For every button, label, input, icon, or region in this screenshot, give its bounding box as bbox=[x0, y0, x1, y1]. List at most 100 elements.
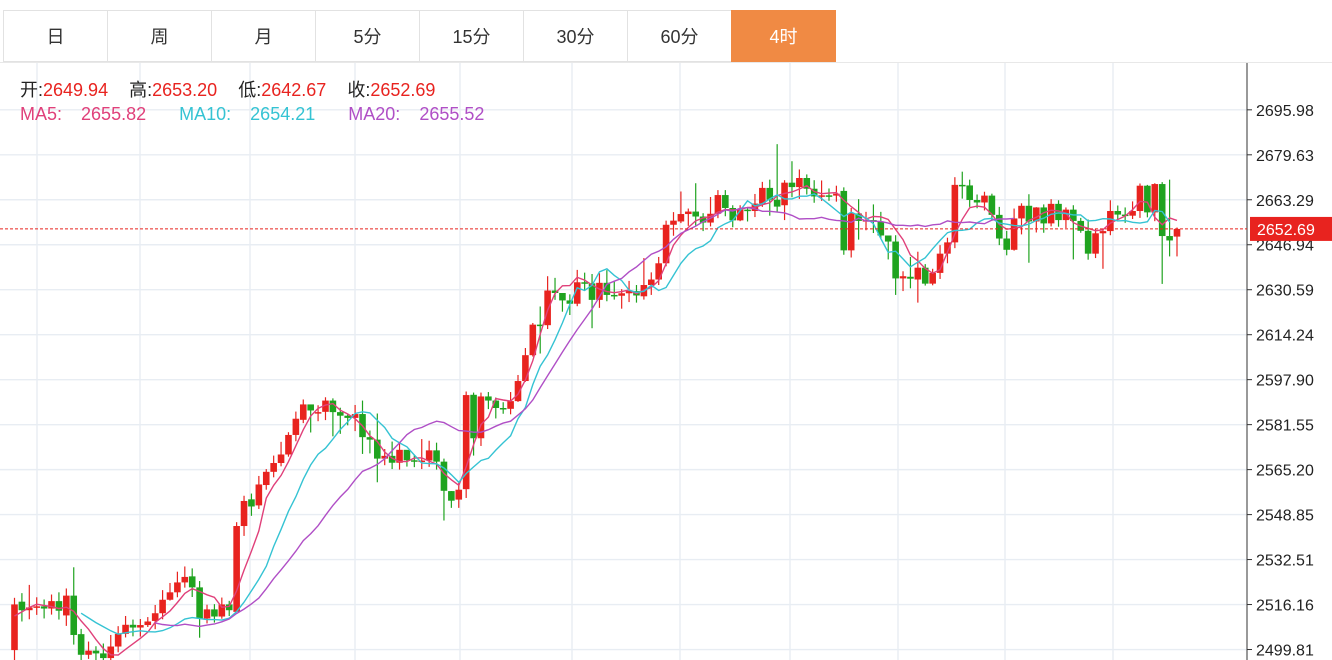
candle-body bbox=[285, 434, 292, 455]
ma20-line bbox=[155, 206, 1015, 628]
y-tick-label: 2630.59 bbox=[1256, 283, 1314, 300]
y-tick-label: 2581.55 bbox=[1256, 418, 1314, 435]
candle-body bbox=[1136, 185, 1144, 212]
candle-body bbox=[966, 185, 973, 201]
candle-body bbox=[818, 195, 825, 197]
candle-body bbox=[33, 606, 41, 608]
candle-body bbox=[1166, 236, 1173, 241]
candle-body bbox=[48, 601, 55, 609]
candle-body bbox=[810, 188, 818, 197]
y-tick-label: 2565.20 bbox=[1256, 463, 1314, 480]
candle-body bbox=[759, 187, 766, 204]
candle-body bbox=[833, 193, 840, 196]
candle-body bbox=[936, 253, 944, 273]
ohlc-readout: 开:2649.94 高:2653.20 低:2642.67 收:2652.69 bbox=[20, 76, 451, 102]
candle-body bbox=[1010, 218, 1018, 250]
y-tick-label: 2499.81 bbox=[1256, 643, 1314, 660]
candle-body bbox=[729, 207, 737, 221]
y-tick-label: 2663.29 bbox=[1256, 193, 1314, 210]
candle-body bbox=[944, 242, 951, 254]
candle-body bbox=[396, 449, 403, 463]
close-value: 2652.69 bbox=[370, 80, 436, 100]
candle-body bbox=[1144, 185, 1151, 213]
candle-body bbox=[921, 267, 929, 284]
ma-readout: MA5: 2655.82 MA10: 2654.21 MA20: 2655.52 bbox=[20, 104, 512, 125]
candle-body bbox=[588, 283, 596, 300]
candle-body bbox=[988, 195, 996, 215]
candle-body bbox=[144, 621, 152, 626]
candle-body bbox=[699, 216, 707, 223]
ma5-label: MA5: bbox=[20, 104, 63, 124]
tab-30min[interactable]: 30分 bbox=[523, 10, 628, 62]
candle-body bbox=[610, 294, 618, 297]
candle-body bbox=[773, 199, 781, 207]
last-price-tag bbox=[1250, 216, 1332, 241]
tab-5min[interactable]: 5分 bbox=[315, 10, 420, 62]
y-tick-label: 2516.16 bbox=[1256, 598, 1314, 615]
candle-body bbox=[803, 177, 811, 189]
candle-body bbox=[722, 195, 729, 208]
tab-4hour[interactable]: 4时 bbox=[731, 10, 836, 62]
candle-body bbox=[1158, 184, 1166, 237]
candle-body bbox=[655, 263, 662, 280]
candle-body bbox=[573, 282, 581, 304]
candle-body bbox=[411, 460, 418, 462]
candlestick-chart[interactable]: 2695.98 2679.63 2663.29 2646.94 2630.59 2614.… bbox=[0, 63, 1332, 660]
candle-body bbox=[433, 450, 440, 462]
candle-body bbox=[788, 182, 796, 188]
candle-body bbox=[1084, 230, 1092, 254]
candle-body bbox=[1129, 211, 1136, 216]
candle-body bbox=[211, 609, 218, 617]
ma10-line bbox=[80, 193, 1171, 635]
candle-body bbox=[203, 609, 211, 619]
candle-body bbox=[70, 595, 78, 635]
candle-body bbox=[425, 450, 433, 461]
tab-month[interactable]: 月 bbox=[211, 10, 316, 62]
candle-body bbox=[692, 211, 700, 217]
candle-body bbox=[248, 499, 255, 507]
candle-body bbox=[1173, 228, 1181, 237]
candle-body bbox=[181, 576, 189, 583]
candle-body bbox=[1151, 184, 1159, 213]
y-tick-label: 2548.85 bbox=[1256, 508, 1314, 525]
candle-body bbox=[766, 187, 774, 200]
candle-body bbox=[159, 599, 166, 614]
candle-body bbox=[929, 272, 936, 284]
candle-body bbox=[1055, 203, 1062, 221]
last-price-label: 2652.69 bbox=[1257, 222, 1315, 239]
candle-body bbox=[1092, 233, 1099, 254]
candle-body bbox=[744, 209, 751, 212]
candle-body bbox=[129, 624, 137, 628]
candle-body bbox=[100, 653, 107, 659]
ma10-value: 2654.21 bbox=[250, 104, 316, 124]
candle-body bbox=[374, 439, 381, 459]
candle-body bbox=[973, 200, 981, 203]
tab-day[interactable]: 日 bbox=[3, 10, 108, 62]
candle-body bbox=[418, 460, 426, 463]
ma5-value: 2655.82 bbox=[81, 104, 147, 124]
candle-body bbox=[151, 613, 159, 621]
candle-body bbox=[1025, 205, 1033, 222]
candle-body bbox=[914, 267, 922, 280]
tab-60min[interactable]: 60分 bbox=[627, 10, 732, 62]
candle-body bbox=[529, 324, 537, 356]
candle-body bbox=[1033, 207, 1040, 222]
ma20-readout: MA20: 2655.52 bbox=[348, 104, 498, 124]
candle-body bbox=[107, 646, 115, 659]
candle-body bbox=[1114, 211, 1122, 215]
candle-body bbox=[507, 401, 514, 409]
candle-body bbox=[85, 650, 92, 655]
open-label: 开: bbox=[20, 80, 44, 100]
candle-body bbox=[477, 396, 485, 439]
candle-body bbox=[492, 400, 500, 408]
candle-body bbox=[381, 455, 389, 459]
tab-week[interactable]: 周 bbox=[107, 10, 212, 62]
candle-body bbox=[18, 601, 26, 611]
candle-body bbox=[596, 282, 603, 300]
candle-body bbox=[448, 491, 455, 501]
candle-body bbox=[122, 624, 129, 634]
tab-15min[interactable]: 15分 bbox=[419, 10, 524, 62]
ma10-readout: MA10: 2654.21 bbox=[179, 104, 329, 124]
ma5-line bbox=[14, 184, 1178, 656]
candle-body bbox=[647, 279, 655, 286]
